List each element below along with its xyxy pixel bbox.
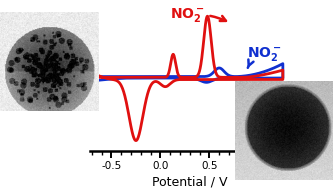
Text: $\mathbf{NO_2^-}$: $\mathbf{NO_2^-}$ [170,6,226,24]
Text: $\mathbf{NO_2^-}$: $\mathbf{NO_2^-}$ [247,45,281,68]
X-axis label: Potential / V: Potential / V [152,175,227,188]
